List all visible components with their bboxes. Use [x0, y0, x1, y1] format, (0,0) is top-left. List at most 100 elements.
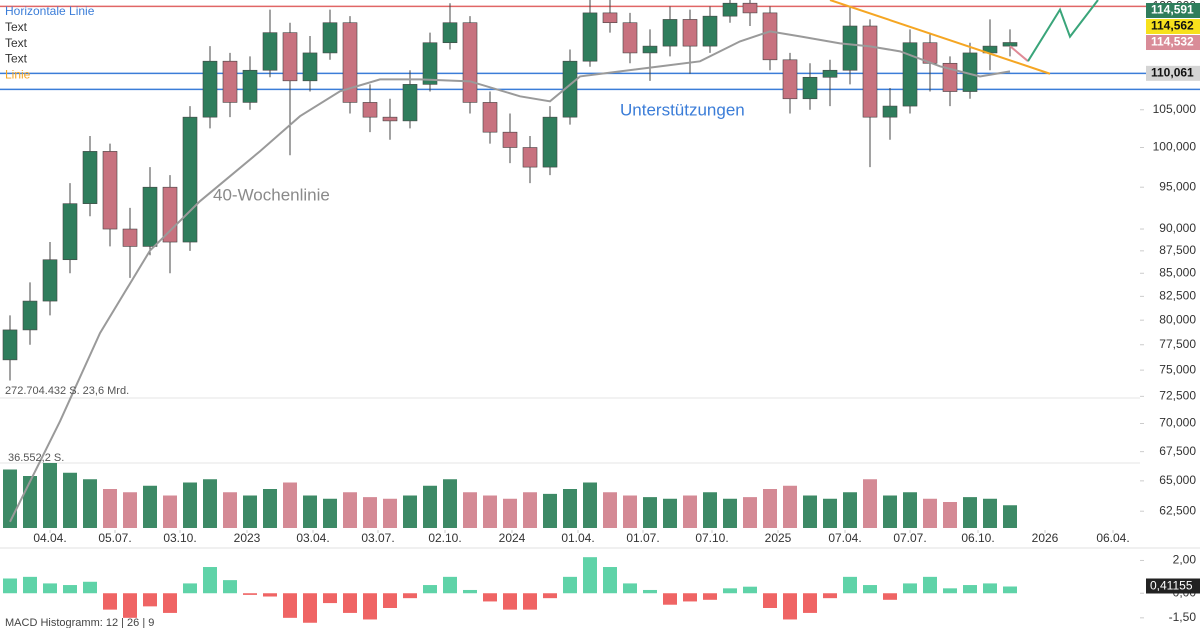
x-tick-label: 03.10.	[163, 531, 196, 545]
y-tick-label: 70,000	[1159, 416, 1196, 430]
volume-bar	[303, 495, 317, 528]
x-tick-label: 05.07.	[98, 531, 131, 545]
price-tag	[1146, 3, 1200, 19]
price-tag	[1146, 35, 1200, 51]
macd-bar	[923, 576, 937, 594]
y-tick-label: 85,000	[1159, 265, 1196, 279]
candle-body	[702, 15, 718, 47]
volume-bar	[903, 492, 917, 528]
x-tick-label: 03.04.	[296, 531, 329, 545]
candle-body	[822, 69, 838, 78]
candle-body	[382, 116, 398, 122]
volume-bar	[723, 498, 737, 528]
y-tick-label: -1,50	[1169, 610, 1197, 624]
candle-body	[1002, 42, 1018, 47]
legend-entry: Text	[5, 20, 28, 34]
candle-body	[302, 52, 318, 82]
volume-bar	[703, 492, 717, 528]
x-tick-label: 04.04.	[33, 531, 66, 545]
overlay-layer: 120,000105,000100,00095,00090,00087,5008…	[3, 0, 1200, 624]
volume-bar	[543, 493, 557, 528]
macd-bar	[483, 593, 497, 602]
macd-bar	[123, 593, 137, 618]
macd-bar	[583, 557, 597, 594]
candle-body	[342, 22, 358, 103]
x-tick-label: 02.10.	[428, 531, 461, 545]
macd-bar	[603, 567, 617, 594]
macd-bar	[543, 593, 557, 599]
candle-body	[862, 25, 878, 118]
background-layer	[3, 5, 1144, 533]
candle-body	[122, 228, 138, 247]
candle-body	[602, 12, 618, 24]
macd-bar	[243, 593, 257, 595]
candle-body	[162, 186, 178, 243]
macd-bar	[343, 593, 357, 613]
macd-bar	[803, 593, 817, 613]
volume-bar	[243, 495, 257, 528]
overlay-line	[1027, 0, 1099, 62]
y-tick-label: 90,000	[1159, 221, 1196, 235]
x-tick-label: 07.10.	[695, 531, 728, 545]
plot-layer	[0, 0, 1140, 523]
macd-bar	[363, 593, 377, 620]
volume-bar	[323, 498, 337, 528]
volume-bar	[3, 469, 17, 528]
overlay-line	[9, 30, 1011, 523]
legend-entry: Linie	[5, 67, 31, 81]
volume-bar	[183, 482, 197, 528]
volume-bar	[523, 492, 537, 528]
macd-bar	[623, 583, 637, 594]
volume-bar	[983, 498, 997, 528]
macd-bar	[203, 567, 217, 594]
volume-bar	[1003, 505, 1017, 528]
x-tick-label: 2024	[499, 531, 526, 545]
macd-bar	[503, 593, 517, 610]
candle-body	[882, 105, 898, 118]
candle-body	[842, 25, 858, 71]
volume-bar	[943, 502, 957, 528]
volume-bar	[423, 485, 437, 528]
candle-body	[582, 12, 598, 62]
candle-body	[502, 131, 518, 148]
x-tick-label: 07.04.	[828, 531, 861, 545]
candle-body	[522, 147, 538, 168]
volume-bar	[783, 485, 797, 528]
overlay-line	[829, 0, 1051, 75]
candle-body	[362, 102, 378, 118]
candle-body	[902, 42, 918, 107]
volume-bar	[223, 492, 237, 528]
price-tag-label: 114,562	[1151, 19, 1194, 33]
volume-bar	[163, 495, 177, 528]
y-tick-label: 72,500	[1159, 389, 1196, 403]
macd-bar	[563, 576, 577, 594]
volume-bar	[863, 479, 877, 528]
volume-bar	[843, 492, 857, 528]
macd-bar	[723, 588, 737, 594]
candle-body	[722, 2, 738, 17]
volume-bar	[663, 498, 677, 528]
volume-bar	[803, 495, 817, 528]
y-tick-label: 62,500	[1159, 503, 1196, 517]
last-value-label: 0,41155	[1150, 579, 1193, 593]
macd-bar	[303, 593, 317, 623]
volume-bar	[923, 498, 937, 528]
volume-bar	[283, 482, 297, 528]
volume-bar	[143, 485, 157, 528]
y-tick-label: 65,000	[1159, 473, 1196, 487]
price-tag-label: 114,591	[1151, 3, 1194, 17]
macd-bar	[283, 593, 297, 618]
volume-bar	[103, 489, 117, 528]
legend-entry: Text	[5, 36, 28, 50]
candle-body	[242, 69, 258, 103]
macd-bar	[683, 593, 697, 602]
volume-bar	[63, 472, 77, 528]
x-tick-label: 2025	[765, 531, 792, 545]
candle-body	[42, 259, 58, 302]
macd-bar	[163, 593, 177, 613]
legend-entry: Horizontale Linie	[5, 4, 95, 18]
macd-bar	[143, 593, 157, 607]
legend-entry: Text	[5, 52, 28, 66]
candle-body	[222, 60, 238, 103]
volume-bar	[963, 497, 977, 528]
